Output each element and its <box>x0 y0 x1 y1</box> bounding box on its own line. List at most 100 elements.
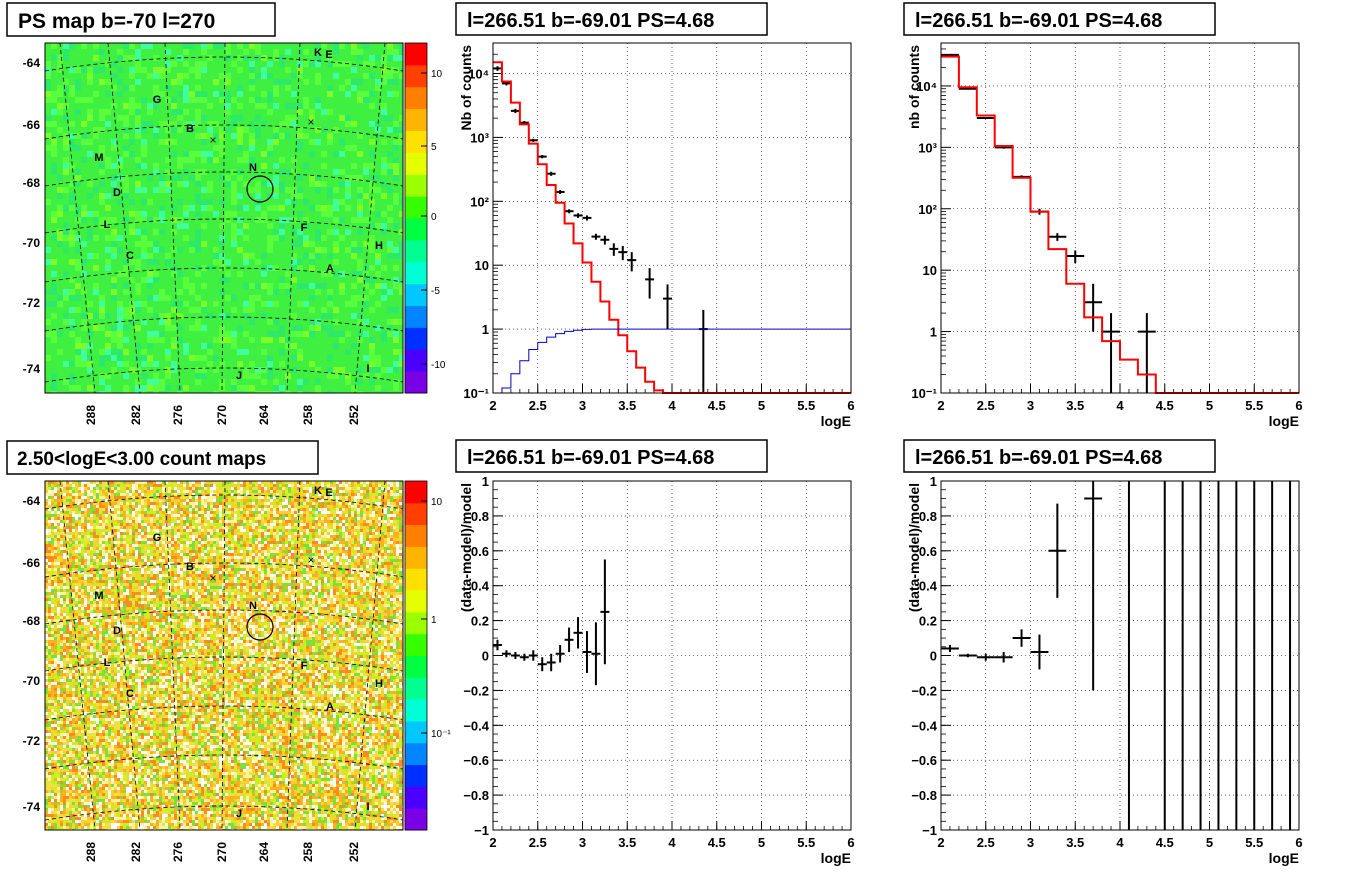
map-pixel <box>177 508 180 511</box>
map-pixel <box>375 493 378 496</box>
map-pixel <box>345 145 351 151</box>
map-pixel <box>309 181 315 187</box>
map-pixel <box>84 514 87 517</box>
map-pixel <box>153 505 156 508</box>
map-pixel <box>144 484 147 487</box>
map-pixel <box>228 493 231 496</box>
map-pixel <box>180 553 183 556</box>
map-pixel <box>111 565 114 568</box>
map-pixel <box>123 283 129 289</box>
map-pixel <box>240 499 243 502</box>
map-pixel <box>117 499 120 502</box>
map-pixel <box>387 541 390 544</box>
map-pixel <box>87 367 93 373</box>
map-pixel <box>261 565 264 568</box>
map-pixel <box>96 487 99 490</box>
map-pixel <box>63 85 69 91</box>
map-pixel <box>123 544 126 547</box>
map-pixel <box>333 217 339 223</box>
map-pixel <box>375 502 378 505</box>
map-pixel <box>363 169 369 175</box>
map-pixel <box>165 496 168 499</box>
map-pixel <box>378 532 381 535</box>
map-pixel <box>165 373 171 379</box>
map-pixel <box>315 253 321 259</box>
map-pixel <box>363 502 366 505</box>
map-pixel <box>339 520 342 523</box>
map-pixel <box>195 490 198 493</box>
map-pixel <box>159 550 162 553</box>
map-pixel <box>102 499 105 502</box>
map-pixel <box>387 217 393 223</box>
map-pixel <box>348 529 351 532</box>
map-pixel <box>99 493 102 496</box>
map-pixel <box>189 121 195 127</box>
map-pixel <box>117 361 123 367</box>
map-pixel <box>390 526 393 529</box>
map-pixel <box>339 484 342 487</box>
map-pixel <box>189 283 195 289</box>
map-pixel <box>207 496 210 499</box>
map-pixel <box>105 343 111 349</box>
map-pixel <box>147 271 153 277</box>
map-pixel <box>294 526 297 529</box>
map-pixel <box>219 565 222 568</box>
map-pixel <box>129 85 135 91</box>
map-pixel <box>135 484 138 487</box>
map-pixel <box>261 514 264 517</box>
map-pixel <box>234 565 237 568</box>
map-pixel <box>291 355 297 361</box>
map-pixel <box>348 556 351 559</box>
map-pixel <box>249 187 255 193</box>
map-pixel <box>219 529 222 532</box>
map-pixel <box>153 385 159 391</box>
map-pixel <box>189 490 192 493</box>
map-pixel <box>147 526 150 529</box>
map-pixel <box>210 544 213 547</box>
map-pixel <box>84 526 87 529</box>
map-pixel <box>267 151 273 157</box>
map-pixel <box>87 514 90 517</box>
map-pixel <box>51 505 54 508</box>
map-pixel <box>240 484 243 487</box>
map-pixel <box>192 535 195 538</box>
map-pixel <box>207 520 210 523</box>
map-pixel <box>153 481 156 484</box>
map-pixel <box>363 517 366 520</box>
map-pixel <box>195 373 201 379</box>
map-pixel <box>141 529 144 532</box>
map-pixel <box>273 193 279 199</box>
map-pixel <box>132 547 135 550</box>
map-pixel <box>384 508 387 511</box>
map-pixel <box>318 562 321 565</box>
map-pixel <box>171 97 177 103</box>
map-pixel <box>315 541 318 544</box>
map-pixel <box>159 502 162 505</box>
map-pixel <box>231 544 234 547</box>
map-pixel <box>90 484 93 487</box>
map-pixel <box>81 538 84 541</box>
map-pixel <box>54 490 57 493</box>
map-pixel <box>351 547 354 550</box>
map-pixel <box>189 559 192 562</box>
map-pixel <box>225 499 228 502</box>
map-pixel <box>306 505 309 508</box>
map-pixel <box>99 550 102 553</box>
map-pixel <box>237 115 243 121</box>
map-pixel <box>63 319 69 325</box>
map-pixel <box>255 550 258 553</box>
map-pixel <box>171 508 174 511</box>
map-pixel <box>282 493 285 496</box>
map-pixel <box>195 484 198 487</box>
map-pixel <box>357 271 363 277</box>
map-pixel <box>327 313 333 319</box>
map-pixel <box>210 541 213 544</box>
map-pixel <box>336 490 339 493</box>
map-pixel <box>171 562 174 565</box>
map-pixel <box>135 307 141 313</box>
map-pixel <box>183 511 186 514</box>
map-pixel <box>153 337 159 343</box>
map-pixel <box>177 514 180 517</box>
map-pixel <box>339 217 345 223</box>
map-pixel <box>66 505 69 508</box>
